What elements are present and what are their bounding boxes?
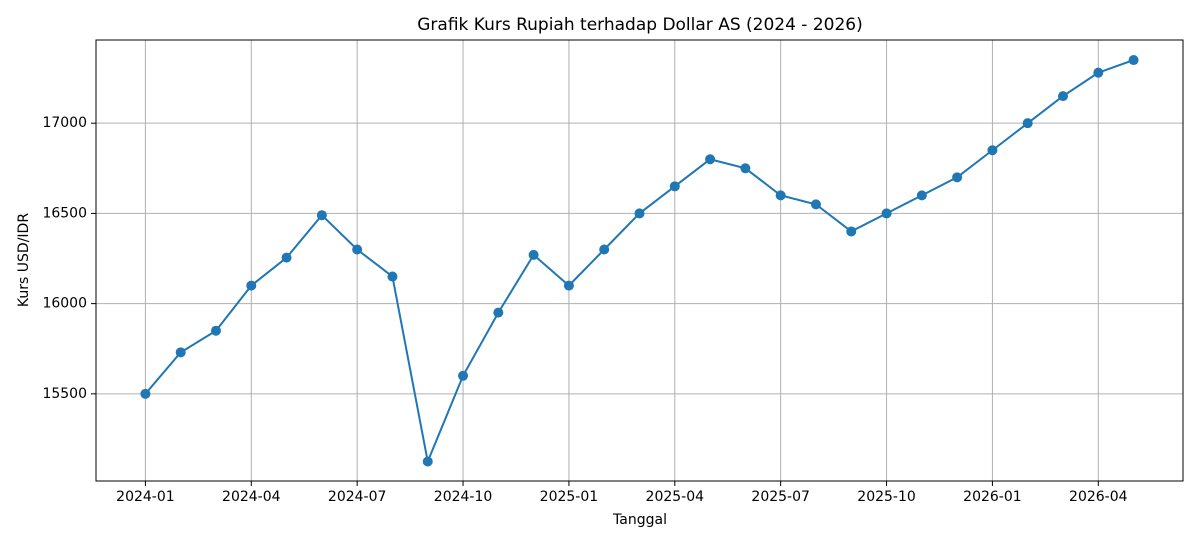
marker bbox=[1093, 67, 1104, 78]
x-tick-label: 2026-01 bbox=[963, 489, 1022, 505]
y-axis-label: Kurs USD/IDR bbox=[16, 213, 32, 307]
marker bbox=[352, 244, 363, 255]
marker bbox=[493, 307, 504, 318]
marker bbox=[952, 172, 963, 183]
marker bbox=[246, 280, 257, 291]
marker bbox=[316, 210, 327, 221]
marker bbox=[916, 190, 927, 201]
line bbox=[144, 59, 1134, 465]
y-tick-label: 16000 bbox=[42, 296, 87, 312]
x-tick-label: 2025-01 bbox=[540, 489, 599, 505]
x-tick-label: 2025-07 bbox=[751, 489, 810, 505]
x-tick-label: 2024-07 bbox=[328, 489, 387, 505]
marker bbox=[599, 244, 610, 255]
x-tick-label: 2025-04 bbox=[646, 489, 705, 505]
marker bbox=[1058, 91, 1069, 102]
marker bbox=[528, 249, 539, 260]
marker bbox=[563, 280, 574, 291]
plot bbox=[140, 55, 1139, 467]
marker bbox=[669, 181, 680, 192]
marker bbox=[740, 163, 751, 174]
x-tick-label: 2025-10 bbox=[857, 489, 916, 505]
x-axis-label: Tanggal bbox=[612, 512, 667, 528]
marker bbox=[387, 271, 398, 282]
marker bbox=[881, 208, 892, 219]
marker bbox=[634, 208, 645, 219]
marker bbox=[140, 388, 151, 399]
y-tick-label: 15500 bbox=[42, 386, 87, 402]
marker bbox=[775, 190, 786, 201]
marker bbox=[281, 252, 292, 263]
marker bbox=[705, 154, 716, 165]
grid bbox=[96, 40, 1183, 481]
marker bbox=[846, 226, 857, 237]
y-tick-label: 16500 bbox=[42, 205, 87, 221]
x-tick-label: 2026-04 bbox=[1069, 489, 1128, 505]
marker bbox=[175, 347, 186, 358]
marker bbox=[810, 199, 821, 210]
y-tick-label: 17000 bbox=[42, 115, 87, 131]
plot-frame bbox=[95, 39, 1184, 482]
marker bbox=[987, 145, 998, 156]
x-tick-label: 2024-01 bbox=[116, 489, 175, 505]
marker bbox=[422, 456, 433, 467]
x-tick-label: 2024-10 bbox=[434, 489, 493, 505]
marker bbox=[210, 325, 221, 336]
chart-title: Grafik Kurs Rupiah terhadap Dollar AS (2… bbox=[417, 15, 863, 35]
x-tick-label: 2024-04 bbox=[222, 489, 281, 505]
marker bbox=[1128, 55, 1139, 66]
marker bbox=[1022, 118, 1033, 129]
marker bbox=[458, 370, 469, 381]
